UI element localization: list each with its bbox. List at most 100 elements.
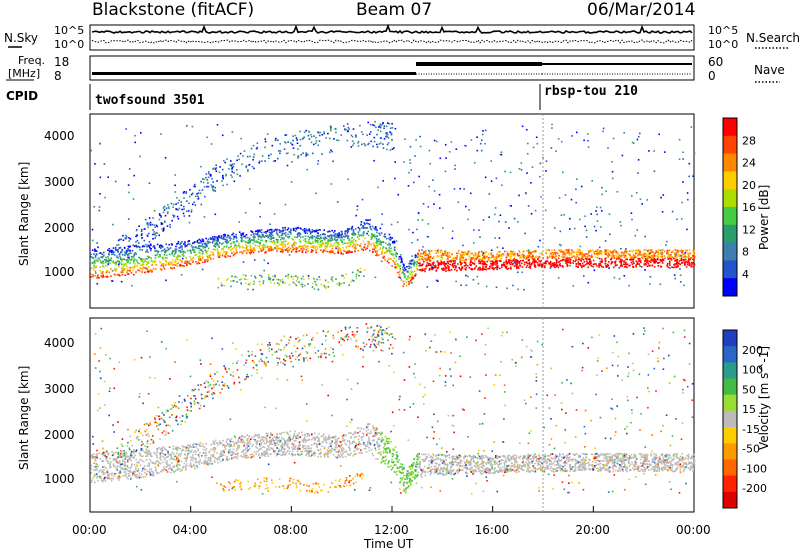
echo-pixel: [129, 249, 132, 252]
echo-pixel: [128, 250, 130, 252]
echo-pixel: [133, 252, 136, 255]
echo-pixel: [135, 271, 137, 273]
echo-pixel: [477, 252, 480, 255]
echo-pixel: [116, 268, 118, 271]
echo-pixel: [384, 235, 386, 238]
echo-pixel: [518, 457, 521, 459]
echo-pixel: [182, 265, 184, 267]
echo-pixel: [224, 161, 226, 164]
freq-panel: Freq. [MHz] 18 8 60 0 Nave: [6, 54, 785, 83]
echo-pixel: [442, 454, 444, 457]
echo-pixel: [376, 250, 378, 253]
echo-pixel: [393, 249, 396, 252]
echo-pixel: [123, 471, 125, 473]
echo-pixel: [576, 178, 578, 180]
echo-pixel: [94, 256, 97, 259]
echo-pixel: [166, 212, 169, 215]
echo-pixel: [230, 242, 232, 245]
echo-pixel: [323, 132, 325, 135]
echo-pixel: [247, 283, 250, 286]
echo-pixel: [327, 240, 329, 242]
echo-pixel: [178, 250, 180, 252]
echo-pixel: [587, 258, 590, 260]
echo-pixel: [583, 275, 585, 277]
echo-pixel: [575, 462, 578, 464]
echo-pixel: [271, 348, 273, 351]
echo-pixel: [478, 260, 480, 262]
echo-pixel: [616, 255, 618, 258]
echo-pixel: [587, 266, 589, 269]
echo-pixel: [281, 442, 284, 445]
echo-pixel: [154, 254, 157, 257]
echo-pixel: [233, 163, 235, 165]
echo-pixel: [268, 273, 270, 276]
echo-pixel: [209, 257, 212, 259]
echo-pixel: [94, 250, 96, 252]
echo-pixel: [107, 176, 109, 178]
echo-pixel: [517, 221, 519, 223]
echo-pixel: [206, 250, 209, 252]
echo-pixel: [321, 245, 323, 247]
echo-pixel: [555, 150, 557, 152]
echo-pixel: [279, 243, 281, 246]
echo-pixel: [123, 450, 125, 452]
echo-pixel: [419, 264, 421, 266]
echo-pixel: [569, 258, 572, 260]
echo-pixel: [666, 265, 669, 268]
echo-pixel: [372, 251, 374, 253]
echo-pixel: [484, 257, 487, 260]
echo-pixel: [446, 473, 448, 475]
echo-pixel: [515, 469, 518, 471]
echo-pixel: [522, 255, 524, 257]
echo-pixel: [444, 264, 446, 267]
echo-pixel: [212, 380, 215, 382]
echo-pixel: [314, 246, 317, 249]
echo-pixel: [448, 255, 451, 258]
echo-pixel: [548, 263, 550, 265]
echo-pixel: [612, 251, 615, 253]
echo-pixel: [193, 251, 195, 253]
echo-pixel: [528, 262, 531, 264]
echo-pixel: [601, 251, 603, 254]
echo-pixel: [200, 203, 203, 206]
echo-pixel: [422, 246, 424, 248]
echo-pixel: [470, 258, 472, 261]
echo-pixel: [523, 288, 525, 291]
echo-pixel: [577, 248, 580, 251]
echo-pixel: [299, 489, 302, 492]
echo-pixel: [492, 254, 494, 257]
echo-pixel: [129, 270, 131, 272]
echo-pixel: [360, 234, 362, 236]
echo-pixel: [476, 275, 479, 278]
echo-pixel: [295, 280, 298, 282]
echo-pixel: [299, 130, 301, 133]
echo-pixel: [273, 160, 275, 163]
echo-pixel: [317, 239, 319, 242]
echo-pixel: [499, 257, 502, 260]
echo-pixel: [389, 252, 391, 254]
echo-pixel: [471, 268, 473, 270]
echo-pixel: [118, 456, 121, 459]
echo-pixel: [260, 236, 262, 238]
echo-pixel: [174, 174, 176, 176]
echo-pixel: [153, 244, 155, 247]
echo-pixel: [689, 252, 691, 255]
echo-pixel: [458, 266, 460, 269]
echo-pixel: [521, 266, 524, 268]
echo-pixel: [99, 259, 101, 262]
echo-pixel: [313, 245, 315, 247]
echo-pixel: [508, 227, 510, 229]
echo-pixel: [340, 252, 343, 255]
echo-pixel: [104, 455, 106, 457]
echo-pixel: [385, 242, 387, 245]
echo-pixel: [498, 260, 501, 262]
echo-pixel: [343, 250, 346, 252]
echo-pixel: [644, 255, 647, 258]
echo-pixel: [160, 247, 162, 249]
echo-pixel: [512, 469, 515, 471]
echo-pixel: [153, 245, 156, 248]
echo-pixel: [491, 465, 494, 467]
echo-pixel: [95, 456, 97, 458]
echo-pixel: [303, 239, 305, 241]
echo-pixel: [461, 256, 464, 258]
